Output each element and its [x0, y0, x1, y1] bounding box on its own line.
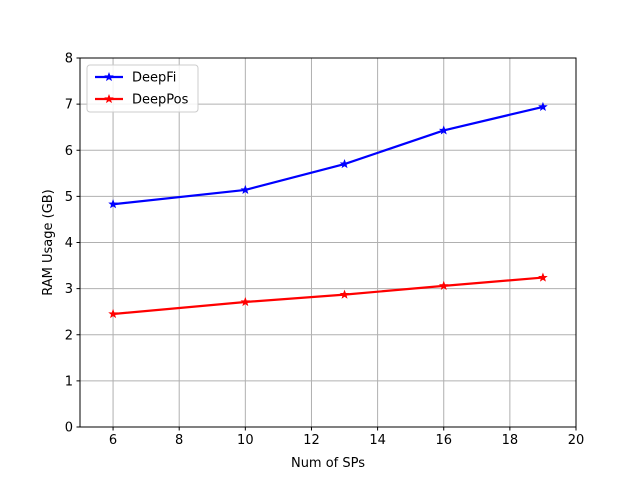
y-tick-label: 7 [65, 98, 73, 113]
legend: DeepFi DeepPos [86, 64, 199, 113]
deepfi-data-point [538, 101, 548, 111]
y-tick-label: 8 [65, 52, 73, 67]
x-tick-label: 14 [369, 433, 386, 448]
y-tick-label: 6 [65, 144, 73, 159]
deeppos-legend-label: DeepPos [132, 93, 189, 108]
x-axis-label: Num of SPs [291, 456, 365, 471]
x-tick-label: 12 [303, 433, 320, 448]
deepfi-legend-label: DeepFi [132, 71, 176, 86]
deepfi-data-point [438, 125, 449, 135]
series-lines [108, 101, 548, 319]
y-tick-label: 2 [65, 328, 73, 343]
x-tick-label: 6 [109, 433, 117, 448]
x-tick-label: 8 [175, 433, 183, 448]
deeppos-data-point [108, 308, 118, 319]
deepfi-data-point [108, 199, 118, 209]
y-tick-label: 0 [65, 421, 73, 436]
x-tick-label: 10 [237, 433, 254, 448]
y-tick-label: 3 [65, 282, 73, 297]
y-tick-label: 1 [65, 374, 73, 389]
deeppos-data-point [339, 289, 350, 299]
deepfi-data-point [240, 184, 251, 195]
deepfi-data-point [339, 159, 350, 169]
deeppos-data-point [538, 272, 548, 282]
x-tick-label: 20 [568, 433, 585, 448]
deeppos-data-point [438, 280, 449, 290]
y-tick-label: 4 [65, 236, 73, 251]
y-tick-label: 5 [65, 190, 73, 205]
deeppos-data-point [240, 296, 251, 307]
y-axis-label: RAM Usage (GB) [41, 189, 56, 296]
deepfi-legend-marker [104, 71, 114, 82]
x-tick-label: 16 [435, 433, 452, 448]
deeppos-legend-marker [104, 93, 114, 104]
x-tick-label: 18 [502, 433, 519, 448]
